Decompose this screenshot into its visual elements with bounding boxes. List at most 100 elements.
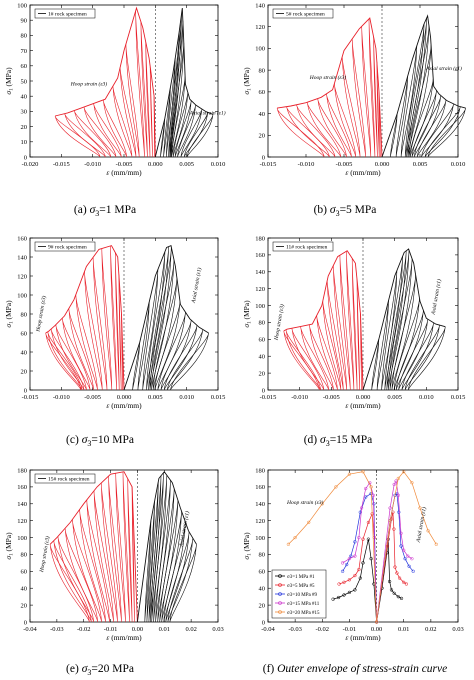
series-loop	[408, 326, 446, 391]
series-loop	[411, 90, 437, 158]
envelope-marker	[396, 493, 400, 497]
envelope-marker	[402, 548, 406, 552]
envelope-marker	[307, 520, 311, 525]
envelope-marker	[388, 519, 392, 523]
series-loop	[93, 103, 122, 158]
x-tick-label: -0.04	[23, 626, 37, 633]
series-loop	[154, 301, 181, 391]
x-tick-label: 0.01	[159, 626, 170, 633]
legend-text: 15# rock specimen	[48, 477, 90, 483]
hoop-label: Hoop strain (ε3)	[34, 295, 47, 333]
series-loop	[404, 23, 425, 158]
series-loop	[400, 45, 418, 158]
y-tick-label: 120	[255, 518, 265, 525]
series-loop	[414, 95, 442, 158]
envelope-marker	[349, 554, 353, 558]
hoop-label-group: Hoop strain (ε3)	[34, 295, 47, 333]
x-tick-label: 0.010	[179, 394, 194, 401]
x-tick-label: 0.000	[375, 161, 390, 168]
envelope-marker	[407, 564, 411, 568]
hoop-label-group: Hoop strain (ε3)	[272, 303, 285, 341]
series-loop	[47, 331, 83, 391]
envelope-marker	[426, 529, 430, 533]
series-loop	[53, 540, 92, 623]
y-tick-label: 0	[24, 154, 27, 161]
series-loop	[339, 255, 351, 391]
envelope-marker	[404, 582, 409, 586]
y-axis-label-group: σ1 (MPa)	[4, 532, 15, 560]
envelope-marker	[340, 569, 345, 573]
envelope-axial	[376, 512, 407, 623]
series-loop	[144, 520, 152, 623]
series-loop	[180, 109, 203, 158]
series-loop	[132, 342, 140, 391]
series-loop	[356, 278, 360, 391]
envelope-marker	[336, 595, 341, 600]
x-tick-label: -0.02	[77, 626, 91, 633]
series-loop	[296, 104, 336, 158]
envelope-marker	[411, 569, 415, 573]
envelope-axial	[376, 479, 413, 623]
series-envelope	[381, 14, 466, 158]
series-loop	[149, 66, 153, 158]
series-envelope	[362, 248, 446, 391]
x-axis-label: ε (mm/mm)	[106, 633, 142, 642]
y-tick-label: 80	[21, 311, 28, 318]
series-loop	[376, 300, 389, 391]
legend-text: σ3=5 MPa #5	[287, 584, 315, 589]
axial-label: Axial strain (ε1)	[425, 65, 462, 72]
series-loop	[163, 521, 186, 623]
x-tick-label: 0.00	[371, 626, 382, 633]
x-tick-label: 0.010	[419, 394, 434, 401]
envelope-axial	[376, 539, 402, 623]
envelope-marker	[387, 579, 392, 584]
series-loop	[135, 11, 145, 158]
plot-frame	[267, 4, 459, 158]
envelope-marker	[399, 596, 404, 601]
y-axis-label: σ1 (MPa)	[242, 300, 253, 328]
series-loop	[361, 26, 372, 158]
x-tick-label: -0.015	[260, 161, 277, 168]
x-tick-label: 0.01	[398, 626, 409, 633]
plot-frame	[29, 469, 219, 623]
series-envelope	[123, 244, 209, 391]
y-tick-label: 0	[262, 154, 265, 161]
x-tick-label: 0.00	[132, 626, 143, 633]
series-loop	[393, 298, 420, 391]
y-tick-label: 0	[24, 619, 27, 626]
envelope-marker	[334, 485, 338, 489]
envelope-marker	[366, 537, 371, 541]
y-tick-label: 60	[21, 63, 28, 70]
x-tick-label: 0.000	[148, 161, 163, 168]
panel-caption: (d) σ3=15 MPa	[304, 434, 373, 448]
series-loop	[75, 294, 98, 391]
y-tick-label: 160	[17, 235, 27, 242]
series-loop	[153, 475, 168, 623]
series-loop	[285, 329, 321, 391]
x-axis-label: ε (mm/mm)	[345, 401, 381, 410]
series-loop	[155, 480, 171, 623]
y-tick-label: 40	[21, 94, 28, 101]
series-loop	[159, 500, 179, 623]
series-loop	[177, 104, 196, 158]
y-tick-label: 20	[21, 124, 28, 131]
series-loop	[153, 96, 155, 158]
axial-label-group: Axial strain (ε1)	[190, 267, 203, 305]
hoop-label: Hoop strain (ε3)	[70, 81, 108, 88]
envelope-marker	[395, 571, 399, 575]
y-tick-label: 40	[21, 586, 28, 593]
panel-e: -0.04 -0.03 -0.02 -0.01 0.00 0.01 0.02 0.03 0 20 4…	[4, 467, 224, 642]
axial-label-group: Axial strain (ε1)	[430, 278, 443, 316]
legend-box	[34, 8, 96, 19]
y-tick-label: 60	[21, 330, 28, 337]
series-loop	[172, 92, 189, 158]
series-loop	[384, 255, 403, 391]
envelope-marker	[399, 544, 403, 548]
envelope-marker	[331, 597, 335, 601]
envelope-marker	[397, 576, 402, 580]
series-loop	[165, 531, 190, 623]
y-tick-label: 40	[259, 586, 266, 593]
y-tick-label: 120	[17, 273, 27, 280]
y-tick-label: 80	[21, 33, 28, 40]
series-loop	[68, 308, 94, 391]
